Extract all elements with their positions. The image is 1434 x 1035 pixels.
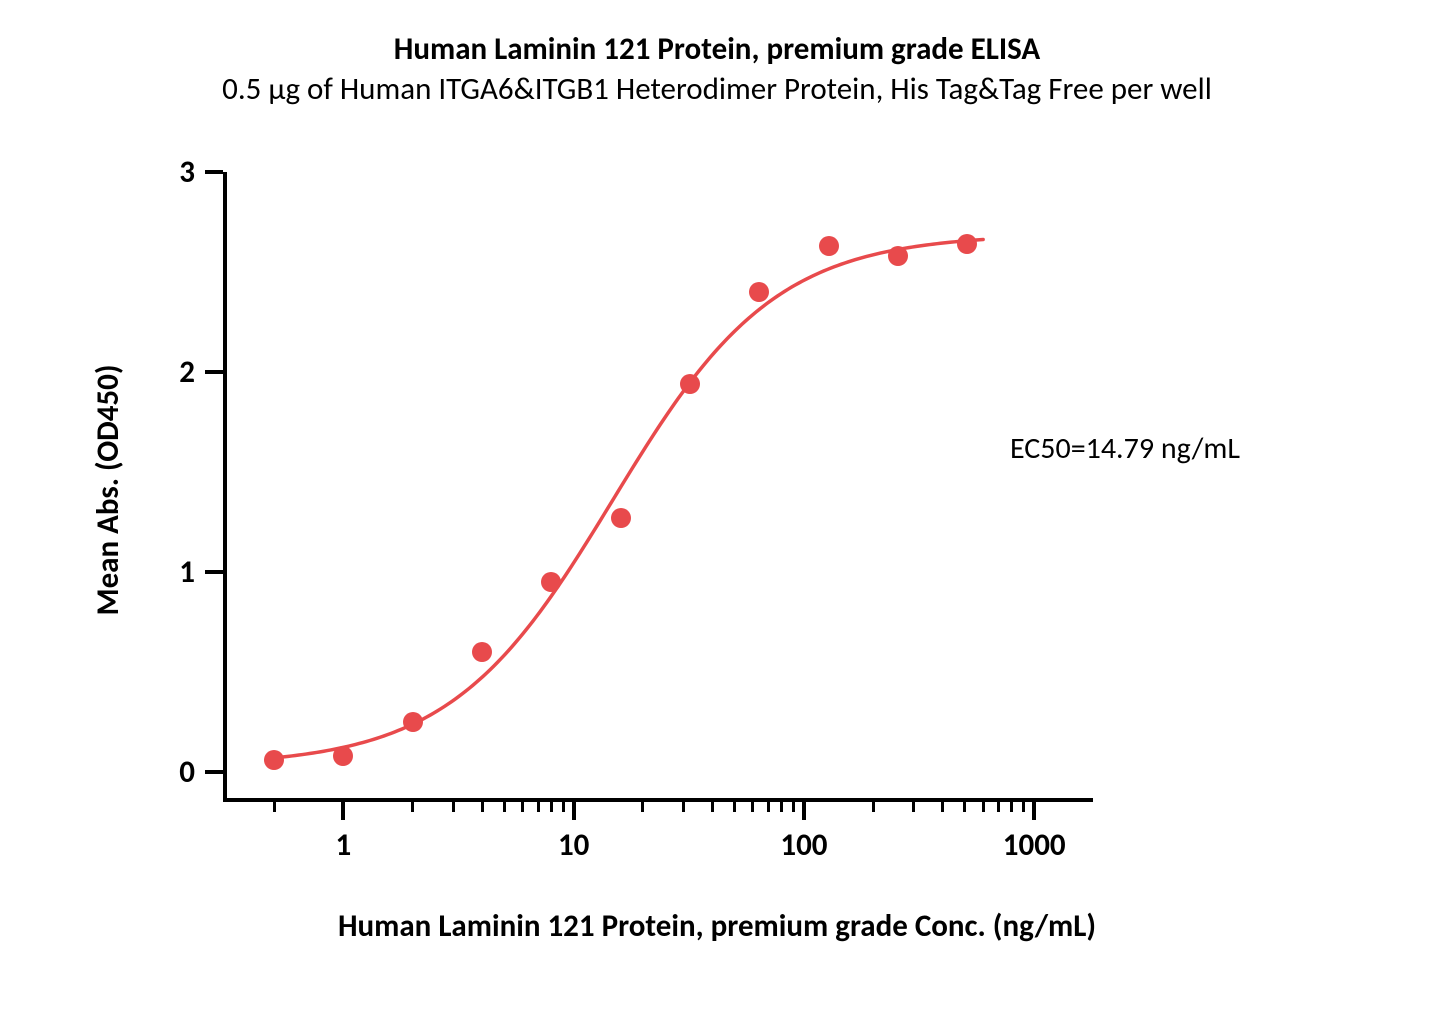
- x-tick-minor: [941, 802, 944, 812]
- x-tick-major: [1032, 802, 1036, 820]
- y-tick-major: [205, 770, 223, 774]
- x-tick-minor: [780, 802, 783, 812]
- x-tick-minor: [1010, 802, 1013, 812]
- x-tick-minor: [963, 802, 966, 812]
- x-axis-title: Human Laminin 121 Protein, premium grade…: [0, 907, 1434, 945]
- x-tick-major: [341, 802, 345, 820]
- y-axis-line: [223, 172, 227, 802]
- x-tick-label: 10: [558, 826, 589, 864]
- x-tick-minor: [711, 802, 714, 812]
- data-point: [957, 234, 977, 254]
- chart-subtitle: 0.5 μg of Human ITGA6&ITGB1 Heterodimer …: [0, 70, 1434, 108]
- y-tick-label: 2: [135, 353, 195, 391]
- x-tick-major: [572, 802, 576, 820]
- x-tick-minor: [733, 802, 736, 812]
- data-point: [680, 374, 700, 394]
- title-block: Human Laminin 121 Protein, premium grade…: [0, 30, 1434, 108]
- x-tick-minor: [767, 802, 770, 812]
- x-tick-minor: [872, 802, 875, 812]
- x-tick-minor: [503, 802, 506, 812]
- x-tick-minor: [1022, 802, 1025, 812]
- y-tick-label: 1: [135, 553, 195, 591]
- x-tick-minor: [481, 802, 484, 812]
- x-tick-major: [802, 802, 806, 820]
- x-tick-label: 1000: [1003, 826, 1066, 864]
- x-tick-minor: [641, 802, 644, 812]
- data-point: [541, 572, 561, 592]
- x-tick-minor: [521, 802, 524, 812]
- data-point: [888, 246, 908, 266]
- data-point: [333, 746, 353, 766]
- plot-area: 11010010000123: [223, 172, 1093, 802]
- data-point: [403, 712, 423, 732]
- x-tick-minor: [273, 802, 276, 812]
- x-tick-label: 1: [336, 826, 352, 864]
- fit-curve: [223, 172, 1093, 802]
- x-tick-minor: [562, 802, 565, 812]
- x-tick-minor: [452, 802, 455, 812]
- x-tick-minor: [537, 802, 540, 812]
- y-tick-major: [205, 170, 223, 174]
- data-point: [472, 642, 492, 662]
- x-tick-label: 100: [780, 826, 827, 864]
- x-tick-minor: [997, 802, 1000, 812]
- chart-title: Human Laminin 121 Protein, premium grade…: [0, 30, 1434, 68]
- x-tick-minor: [792, 802, 795, 812]
- data-point: [819, 236, 839, 256]
- y-tick-major: [205, 370, 223, 374]
- data-point: [611, 508, 631, 528]
- ec50-annotation: EC50=14.79 ng/mL: [1010, 430, 1240, 467]
- data-point: [749, 282, 769, 302]
- x-tick-minor: [411, 802, 414, 812]
- y-axis-title: Mean Abs. (OD450): [89, 290, 127, 690]
- x-tick-minor: [682, 802, 685, 812]
- chart-container: Human Laminin 121 Protein, premium grade…: [0, 0, 1434, 1035]
- x-tick-minor: [550, 802, 553, 812]
- x-tick-minor: [912, 802, 915, 812]
- data-point: [264, 750, 284, 770]
- y-tick-label: 3: [135, 153, 195, 191]
- x-tick-minor: [751, 802, 754, 812]
- y-tick-major: [205, 570, 223, 574]
- x-tick-minor: [982, 802, 985, 812]
- y-tick-label: 0: [135, 753, 195, 791]
